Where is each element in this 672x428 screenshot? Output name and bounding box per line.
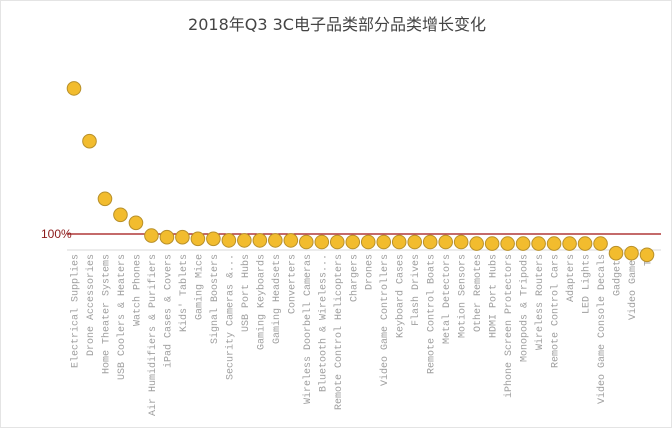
data-point <box>159 229 175 245</box>
data-point <box>593 236 608 251</box>
data-point <box>97 191 113 207</box>
data-point <box>577 236 593 251</box>
x-tick-label: Monopods & Tripods <box>519 254 531 362</box>
x-tick-label: Air Humidifiers & Purifiers <box>147 254 159 416</box>
data-point <box>298 234 314 250</box>
x-tick-label: Gadgets <box>612 254 624 296</box>
data-point <box>66 81 82 96</box>
data-point <box>329 234 345 250</box>
x-tick-label: Kids' Tablets <box>178 254 190 332</box>
data-point <box>562 236 577 251</box>
data-point <box>206 231 221 247</box>
x-tick-label: Bluetooth & Wireless... <box>317 254 329 392</box>
x-tick-label: iPad Cases & Covers <box>162 254 174 368</box>
data-point <box>391 234 407 250</box>
x-tick-label: Wireless Routers <box>534 254 546 350</box>
x-tick-label: Video Game Controllers <box>379 254 391 386</box>
x-tick-label: HDMI Port Hubs <box>488 254 500 338</box>
data-point <box>546 236 562 251</box>
data-point <box>190 231 206 247</box>
x-tick-label: USB Port Hubs <box>240 254 252 332</box>
x-tick-label: Drones <box>365 254 376 290</box>
data-point <box>484 236 500 251</box>
x-tick-label: Adapters <box>565 254 577 302</box>
data-point <box>515 236 531 251</box>
data-point <box>314 234 330 250</box>
data-point <box>422 234 438 250</box>
chart-title: 2018年Q3 3C电子品类部分品类增长变化 <box>188 15 486 34</box>
x-tick-label: LED Lights <box>581 254 593 314</box>
x-tick-label: Other Remotes <box>472 254 484 332</box>
data-point <box>82 133 97 149</box>
x-tick-label: Gaming Headsets <box>271 254 283 344</box>
x-tick-label: Gaming Keyboards <box>255 254 267 350</box>
data-point <box>345 234 361 250</box>
x-tick-label: Video Games <box>627 254 639 320</box>
data-point <box>500 236 515 251</box>
x-tick-label: Wireless Doorbell Cameras <box>302 254 314 404</box>
x-tick-label: Motion Sensors <box>457 254 469 338</box>
x-tick-label: Signal Boosters <box>209 254 221 344</box>
data-point <box>608 245 624 261</box>
data-point <box>639 247 655 263</box>
data-point <box>113 207 128 223</box>
data-point <box>469 236 484 251</box>
x-tick-label: Converters <box>287 254 298 314</box>
x-tick-label: Flash Drives <box>410 254 422 326</box>
data-point <box>221 233 237 248</box>
x-tick-label: Video Game Console Decals <box>596 254 608 404</box>
x-tick-label: Metal Detectors <box>441 254 453 344</box>
x-tick-label: Remote Control Cars <box>550 254 562 368</box>
x-tick-label: Electrical Supplies <box>70 254 82 368</box>
x-tick-label: Keyboard Cases <box>395 254 407 338</box>
x-tick-label: Remote Control Helicopters <box>333 254 345 410</box>
x-tick-label: Drone Accessories <box>85 254 97 356</box>
data-point <box>376 234 392 250</box>
data-point <box>438 234 453 250</box>
data-point <box>128 215 144 231</box>
x-tick-label: iPhone Screen Protectors <box>503 254 515 398</box>
data-point <box>624 245 639 261</box>
x-tick-label: USB Coolers & Heaters <box>116 254 128 380</box>
x-tick-label: Chargers <box>348 254 360 302</box>
x-tick-label: Security Cameras &... <box>224 254 236 380</box>
data-point <box>531 236 546 251</box>
data-point <box>407 234 423 250</box>
x-tick-label: Gaming Mice <box>193 254 205 320</box>
data-point <box>283 233 299 248</box>
data-point <box>360 234 376 250</box>
data-point <box>175 229 190 245</box>
data-point <box>453 234 469 250</box>
data-point <box>237 233 252 248</box>
reference-line-label: 100% <box>41 227 72 241</box>
x-tick-label: Watch Phones <box>131 254 143 326</box>
x-tick-label: Home Theater Systems <box>100 254 112 374</box>
data-point <box>268 233 283 248</box>
x-tick-label: Remote Control Boats <box>426 254 438 374</box>
data-point <box>144 228 159 243</box>
data-point <box>252 233 268 248</box>
